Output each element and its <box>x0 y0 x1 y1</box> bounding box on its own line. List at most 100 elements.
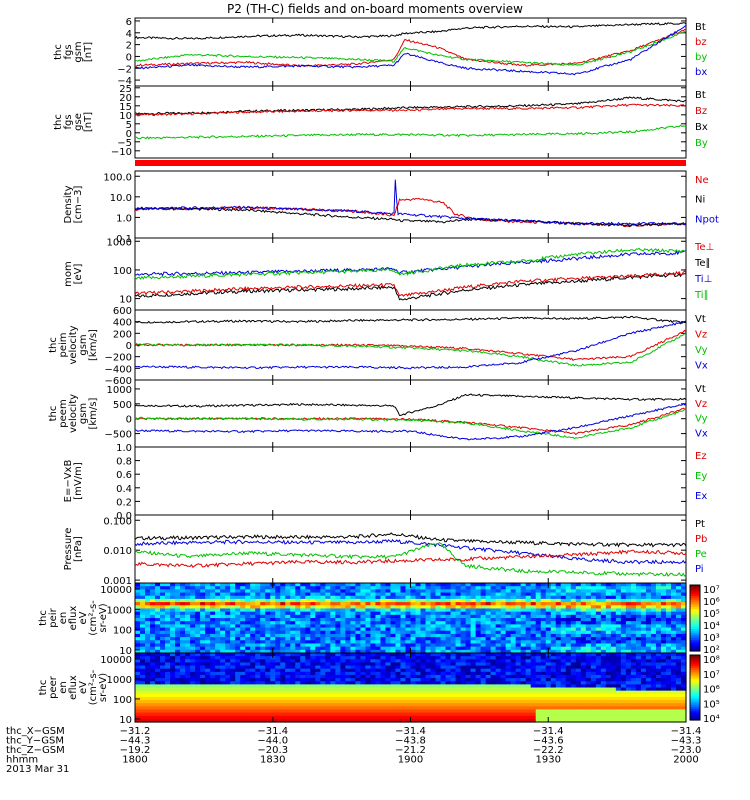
y-tick-label: 500 <box>113 400 132 411</box>
ephemeris-label: thc_X−GSM <box>6 726 65 737</box>
series-line <box>134 28 687 68</box>
y-tick-label: 25 <box>119 84 132 95</box>
series-line <box>134 22 687 40</box>
y-tick-label: 0 <box>126 341 132 352</box>
y-axis-label: [nT] <box>83 112 94 132</box>
series-line <box>134 25 687 76</box>
legend-label: Ex <box>695 491 707 502</box>
y-tick-label: 1.0 <box>116 213 132 224</box>
ephemeris-value: −43.8 <box>395 736 426 747</box>
legend-label: bz <box>695 37 707 48</box>
y-axis-label: peem <box>58 399 69 427</box>
y-axis-label: eflux <box>68 675 79 700</box>
y-tick-label: 600 <box>113 306 132 317</box>
spectrogram-image <box>135 583 687 654</box>
y-tick-label: 1000 <box>107 605 132 616</box>
series-line <box>134 329 687 361</box>
y-axis-label: fgs <box>63 114 74 129</box>
y-tick-label: −4 <box>117 76 132 87</box>
colorbar-frame <box>689 584 701 652</box>
colorbar-tick-label: 10² <box>703 645 720 656</box>
legend-label: Ni <box>695 195 705 206</box>
y-tick-label: 0.100 <box>103 516 132 527</box>
y-axis-label: thc <box>53 114 64 130</box>
series-line <box>134 272 687 301</box>
legend-label: Npot <box>695 214 719 225</box>
y-axis-label: [km/s] <box>88 329 99 361</box>
y-axis-label: Density <box>63 185 74 223</box>
series-line <box>134 393 687 416</box>
series-line <box>134 124 686 140</box>
legend-label: Bt <box>695 22 706 33</box>
y-tick-label: 0 <box>126 415 132 426</box>
y-tick-label: 1000 <box>107 237 132 248</box>
spectrogram-image <box>135 653 687 723</box>
series-line <box>134 320 687 370</box>
ephemeris-value: −20.3 <box>257 745 288 756</box>
y-axis-label: (cm²-s- <box>88 600 99 636</box>
legend-label: Ti⊥ <box>694 274 712 285</box>
series-line <box>134 103 687 117</box>
y-tick-label: 2 <box>126 41 132 52</box>
y-tick-label: 100 <box>113 266 132 277</box>
series-line <box>134 541 687 577</box>
y-axis-label: en <box>58 612 69 625</box>
ephemeris-label: hhmm <box>6 755 38 766</box>
ephemeris-value: −43.6 <box>533 736 564 747</box>
y-tick-label: −2 <box>117 64 132 75</box>
ephemeris-value: −44.3 <box>120 736 151 747</box>
colorbar-tick-label: 10⁴ <box>703 714 720 725</box>
y-axis-label: [nT] <box>83 42 94 62</box>
ephemeris-value: −21.2 <box>395 745 426 756</box>
y-tick-label: 0 <box>126 129 132 140</box>
y-tick-label: 0.001 <box>103 576 132 587</box>
y-tick-label: 1000 <box>107 385 132 396</box>
y-axis-label: [cm−3] <box>73 186 84 224</box>
y-tick-label: 10.0 <box>110 193 132 204</box>
y-tick-label: −600 <box>105 376 132 387</box>
panel-frame <box>134 85 687 159</box>
y-tick-label: 0 <box>126 52 132 63</box>
colorbar-tick-label: 10⁶ <box>703 597 720 608</box>
ephemeris-value: −19.2 <box>120 745 151 756</box>
ephemeris-value: 1830 <box>260 755 285 766</box>
y-axis-label: (cm²-s- <box>88 669 99 705</box>
y-axis-label: eflux <box>68 606 79 631</box>
legend-label: Vt <box>695 384 706 395</box>
y-axis-label: Pressure <box>63 528 74 571</box>
series-line <box>134 408 687 440</box>
y-tick-label: 100.0 <box>103 172 132 183</box>
ephemeris-value: −31.4 <box>533 726 564 737</box>
ephemeris-value: −23.0 <box>671 745 702 756</box>
y-tick-label: 10 <box>119 646 132 657</box>
y-tick-label: 15 <box>119 102 132 113</box>
y-tick-label: 20 <box>119 93 132 104</box>
y-tick-label: 10000 <box>100 585 132 596</box>
ephemeris-date: 2013 Mar 31 <box>6 764 69 775</box>
y-axis-label: sr-eV) <box>98 673 109 702</box>
ephemeris-value: −43.3 <box>671 736 702 747</box>
y-axis-label: [mV/m] <box>73 462 84 500</box>
colorbar-tick-label: 10⁴ <box>703 621 720 632</box>
legend-label: Te∥ <box>694 258 711 269</box>
y-axis-label: peer <box>48 675 59 699</box>
y-axis-label: mom <box>63 261 74 287</box>
ephemeris-label: thc_Z−GSM <box>6 745 65 756</box>
ephemeris-value: −31.4 <box>395 726 426 737</box>
colorbar <box>690 585 700 652</box>
y-tick-label: 10000 <box>100 655 132 666</box>
y-tick-label: −200 <box>105 353 132 364</box>
y-tick-label: 10 <box>119 111 132 122</box>
legend-label: by <box>695 52 707 63</box>
y-axis-label: E=−VxB <box>63 460 74 503</box>
colorbar-tick-label: 10³ <box>703 633 720 644</box>
y-tick-label: 0.010 <box>103 546 132 557</box>
y-axis-label: [km/s] <box>88 397 99 429</box>
legend-label: Bx <box>695 122 708 133</box>
y-tick-label: 6 <box>126 17 132 28</box>
colorbar <box>690 655 700 721</box>
colorbar-tick-label: 10⁷ <box>703 670 720 681</box>
legend-label: Pt <box>695 519 705 530</box>
